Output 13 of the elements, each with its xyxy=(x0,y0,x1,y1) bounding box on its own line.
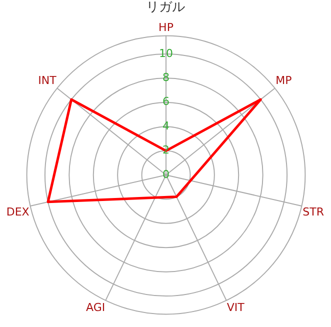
chart-title: リガル xyxy=(146,0,185,16)
spoke-label: MP xyxy=(276,74,292,87)
spoke-label: HP xyxy=(158,21,174,34)
spoke-label: DEX xyxy=(6,206,30,219)
spoke-label: VIT xyxy=(226,300,245,314)
y-tick-label: 8 xyxy=(162,71,170,84)
y-tick-label: 4 xyxy=(162,119,170,132)
y-tick-label: 6 xyxy=(162,95,170,108)
spoke-label: AGI xyxy=(86,300,106,314)
spoke-label: STR xyxy=(302,206,324,219)
y-tick-label: 0 xyxy=(162,168,170,181)
y-tick-label: 10 xyxy=(159,46,173,60)
spoke-label: INT xyxy=(38,74,57,87)
